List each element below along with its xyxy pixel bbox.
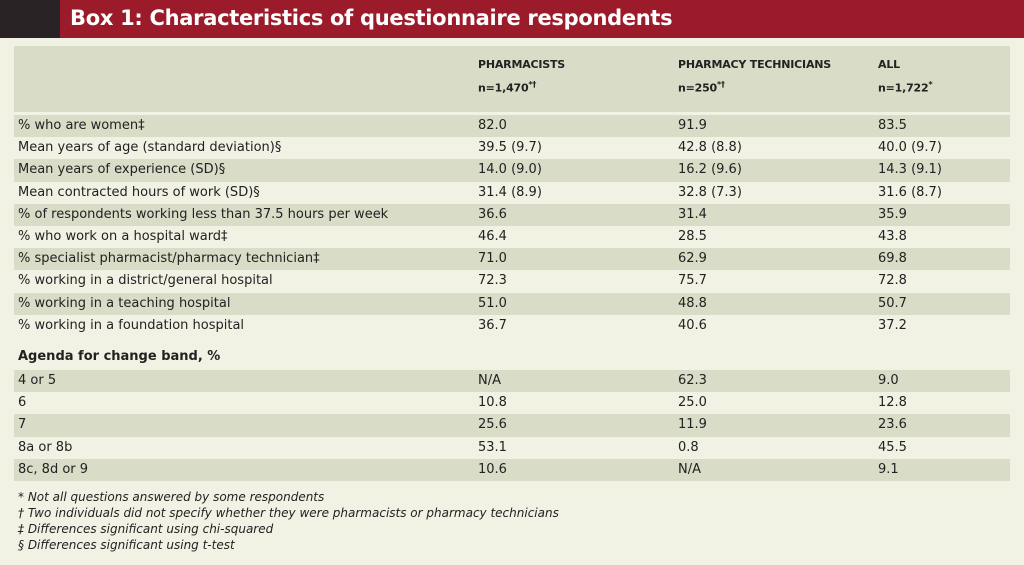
- cell-value: 72.8: [878, 273, 907, 289]
- cell-value: 31.4: [678, 206, 707, 222]
- cell-value: 51.0: [478, 295, 507, 311]
- n-note: *†: [528, 80, 537, 89]
- row-band: [14, 159, 1010, 182]
- row-label: 8a or 8b: [18, 439, 73, 455]
- cell-value: 11.9: [678, 417, 707, 433]
- cell-value: 25.6: [478, 417, 507, 433]
- header-band: [14, 46, 1010, 112]
- cell-value: 31.4 (8.9): [478, 184, 542, 200]
- cell-value: 46.4: [478, 229, 507, 244]
- cell-value: 40.0 (9.7): [878, 140, 942, 156]
- row-label: Mean years of age (standard deviation)§: [18, 140, 282, 156]
- row-band: [14, 292, 1010, 315]
- cell-value: 75.7: [678, 273, 707, 289]
- cell-value: 62.3: [678, 373, 707, 388]
- row-label: Mean years of experience (SD)§: [18, 162, 226, 178]
- row-label: 7: [18, 417, 27, 433]
- cell-value: 72.3: [478, 273, 507, 289]
- cell-value: 31.6 (8.7): [878, 184, 942, 200]
- cell-value: 45.5: [878, 439, 907, 455]
- cell-value: 37.2: [878, 317, 907, 333]
- column-header: PHARMACY TECHNICIANS: [678, 58, 831, 71]
- row-label: % working in a teaching hospital: [18, 295, 231, 311]
- cell-value: 69.8: [878, 251, 907, 267]
- row-label: 6: [18, 395, 27, 411]
- cell-value: 10.6: [478, 461, 507, 477]
- cell-value: 39.5 (9.7): [478, 140, 542, 156]
- n-note: *: [928, 80, 933, 89]
- row-band: [14, 370, 1010, 393]
- cell-value: 62.9: [678, 251, 707, 267]
- cell-value: 43.8: [878, 229, 907, 244]
- row-band: [14, 203, 1010, 226]
- row-label: % of respondents working less than 37.5 …: [18, 206, 389, 222]
- cell-value: 91.9: [678, 118, 707, 133]
- cell-value: 40.6: [678, 317, 707, 333]
- row-band: [14, 414, 1010, 437]
- cell-value: 42.8 (8.8): [678, 140, 742, 156]
- title-bar: Box 1: Characteristics of questionnaire …: [0, 0, 1024, 38]
- cell-value: 32.8 (7.3): [678, 184, 742, 200]
- footnote: § Differences significant using t-test: [18, 538, 235, 552]
- cell-value: 82.0: [478, 118, 507, 133]
- cell-value: 9.1: [878, 461, 899, 477]
- cell-value: 36.7: [478, 317, 507, 333]
- footnote: ‡ Differences significant using chi-squa…: [18, 522, 274, 536]
- column-n: n=250*†: [678, 80, 725, 95]
- cell-value: N/A: [478, 373, 501, 388]
- section-title: Agenda for change band, %: [18, 349, 221, 364]
- cell-value: 12.8: [878, 395, 907, 411]
- cell-value: 9.0: [878, 373, 899, 388]
- column-header: ALL: [878, 58, 900, 71]
- cell-value: 48.8: [678, 295, 707, 311]
- row-band: [14, 115, 1010, 138]
- footnote: † Two individuals did not specify whethe…: [18, 506, 559, 520]
- cell-value: 16.2 (9.6): [678, 162, 742, 178]
- n-count: n=1,722: [878, 81, 929, 95]
- row-label: % who work on a hospital ward‡: [18, 229, 228, 244]
- row-label: % who are women‡: [18, 118, 145, 133]
- row-label: % working in a district/general hospital: [18, 273, 273, 289]
- n-count: n=1,470: [478, 81, 529, 95]
- cell-value: 23.6: [878, 417, 907, 433]
- column-n: n=1,470*†: [478, 80, 536, 95]
- cell-value: 53.1: [478, 439, 507, 455]
- column-n: n=1,722*: [878, 80, 933, 95]
- cell-value: 14.3 (9.1): [878, 162, 942, 178]
- cell-value: 71.0: [478, 251, 507, 267]
- cell-value: 36.6: [478, 206, 507, 222]
- title-block: [0, 0, 60, 38]
- row-label: 8c, 8d or 9: [18, 461, 89, 477]
- n-note: *†: [717, 80, 725, 89]
- row-label: Mean contracted hours of work (SD)§: [18, 184, 260, 200]
- n-count: n=250: [678, 81, 718, 95]
- row-band: [14, 458, 1010, 481]
- cell-value: 35.9: [878, 206, 907, 222]
- cell-value: 25.0: [678, 395, 707, 411]
- row-band: [14, 248, 1010, 271]
- cell-value: 83.5: [878, 118, 907, 133]
- column-header: PHARMACISTS: [478, 58, 566, 71]
- title: Box 1: Characteristics of questionnaire …: [70, 6, 673, 30]
- row-label: % working in a foundation hospital: [18, 317, 245, 333]
- cell-value: 14.0 (9.0): [478, 162, 542, 178]
- cell-value: 10.8: [478, 395, 507, 411]
- row-label: % specialist pharmacist/pharmacy technic…: [18, 251, 320, 267]
- row-label: 4 or 5: [18, 373, 57, 388]
- footnote: * Not all questions answered by some res…: [18, 490, 325, 504]
- cell-value: 50.7: [878, 295, 907, 311]
- cell-value: N/A: [678, 461, 701, 477]
- cell-value: 28.5: [678, 229, 707, 244]
- cell-value: 0.8: [678, 439, 699, 455]
